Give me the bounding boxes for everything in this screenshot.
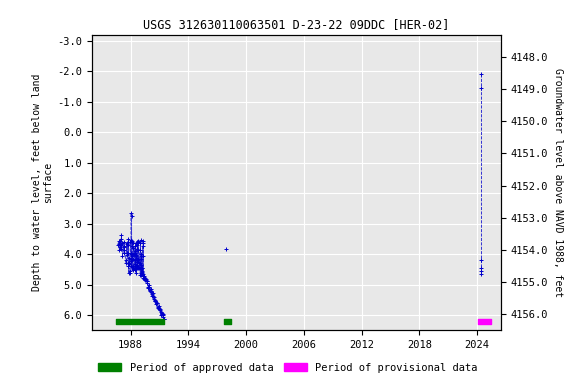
Title: USGS 312630110063501 D-23-22 09DDC [HER-02]: USGS 312630110063501 D-23-22 09DDC [HER-…: [143, 18, 450, 31]
Y-axis label: Depth to water level, feet below land
surface: Depth to water level, feet below land su…: [32, 74, 53, 291]
Y-axis label: Groundwater level above NAVD 1988, feet: Groundwater level above NAVD 1988, feet: [552, 68, 563, 297]
Legend: Period of approved data, Period of provisional data: Period of approved data, Period of provi…: [94, 359, 482, 377]
